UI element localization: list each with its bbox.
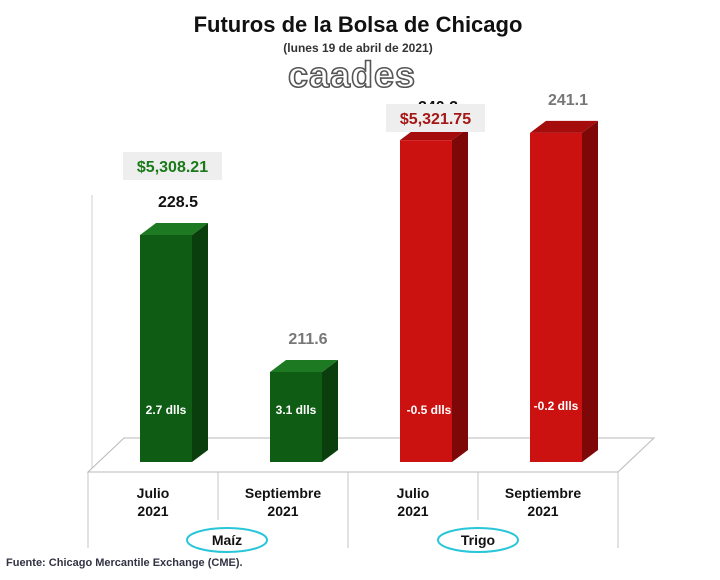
bar-change-label: 2.7 dlls (146, 403, 187, 417)
bars-layer (140, 120, 598, 463)
brand-logo: caades (288, 54, 416, 95)
group-price-label: $5,308.21 (137, 159, 208, 176)
price-box (386, 104, 485, 132)
bar-front (140, 235, 192, 462)
bar-maiz-julio (140, 223, 208, 462)
bar-top (270, 360, 338, 372)
category-year-label: 2021 (527, 503, 558, 519)
bar-front (530, 132, 582, 463)
chart-title: Futuros de la Bolsa de Chicago (194, 12, 523, 37)
category-year-label: 2021 (267, 503, 298, 519)
chart-subtitle: (lunes 19 de abril de 2021) (283, 41, 432, 55)
bar-front (270, 372, 322, 462)
group-oval (437, 527, 519, 553)
bar-value-label: 228.5 (158, 194, 198, 211)
bar-maiz-septiembre (270, 360, 338, 462)
price-box (123, 152, 222, 180)
bar-change-label: 3.1 dlls (276, 403, 317, 417)
bar-side (452, 128, 468, 462)
category-table (87, 437, 655, 548)
bar-top (530, 120, 598, 133)
labels-layer: 228.5 2.7 dlls Julio 2021 211.6 3.1 dlls Septi… (123, 92, 588, 553)
bar-value-label: 211.6 (288, 331, 327, 348)
bar-change-label: -0.2 dlls (534, 399, 579, 413)
category-label: Septiembre (245, 485, 321, 501)
bar-side (582, 120, 598, 463)
bar-top (140, 223, 208, 235)
category-label: Julio (137, 485, 170, 501)
category-label: Julio (397, 485, 430, 501)
source-note: Fuente: Chicago Mercantile Exchange (CME… (6, 557, 243, 569)
category-label: Septiembre (505, 485, 581, 501)
category-year-label: 2021 (137, 503, 168, 519)
bar-side (322, 360, 338, 462)
group-oval (186, 527, 268, 553)
group-name-label: Maíz (212, 532, 242, 548)
bar-trigo-septiembre (530, 120, 598, 463)
bar-change-label: -0.5 dlls (407, 403, 452, 417)
bar-front (400, 140, 452, 462)
bar-side (192, 223, 208, 462)
group-name-label: Trigo (461, 532, 495, 548)
bar-value-label: 241.1 (548, 92, 588, 109)
category-year-label: 2021 (397, 503, 428, 519)
group-price-label: $5,321.75 (400, 111, 471, 128)
